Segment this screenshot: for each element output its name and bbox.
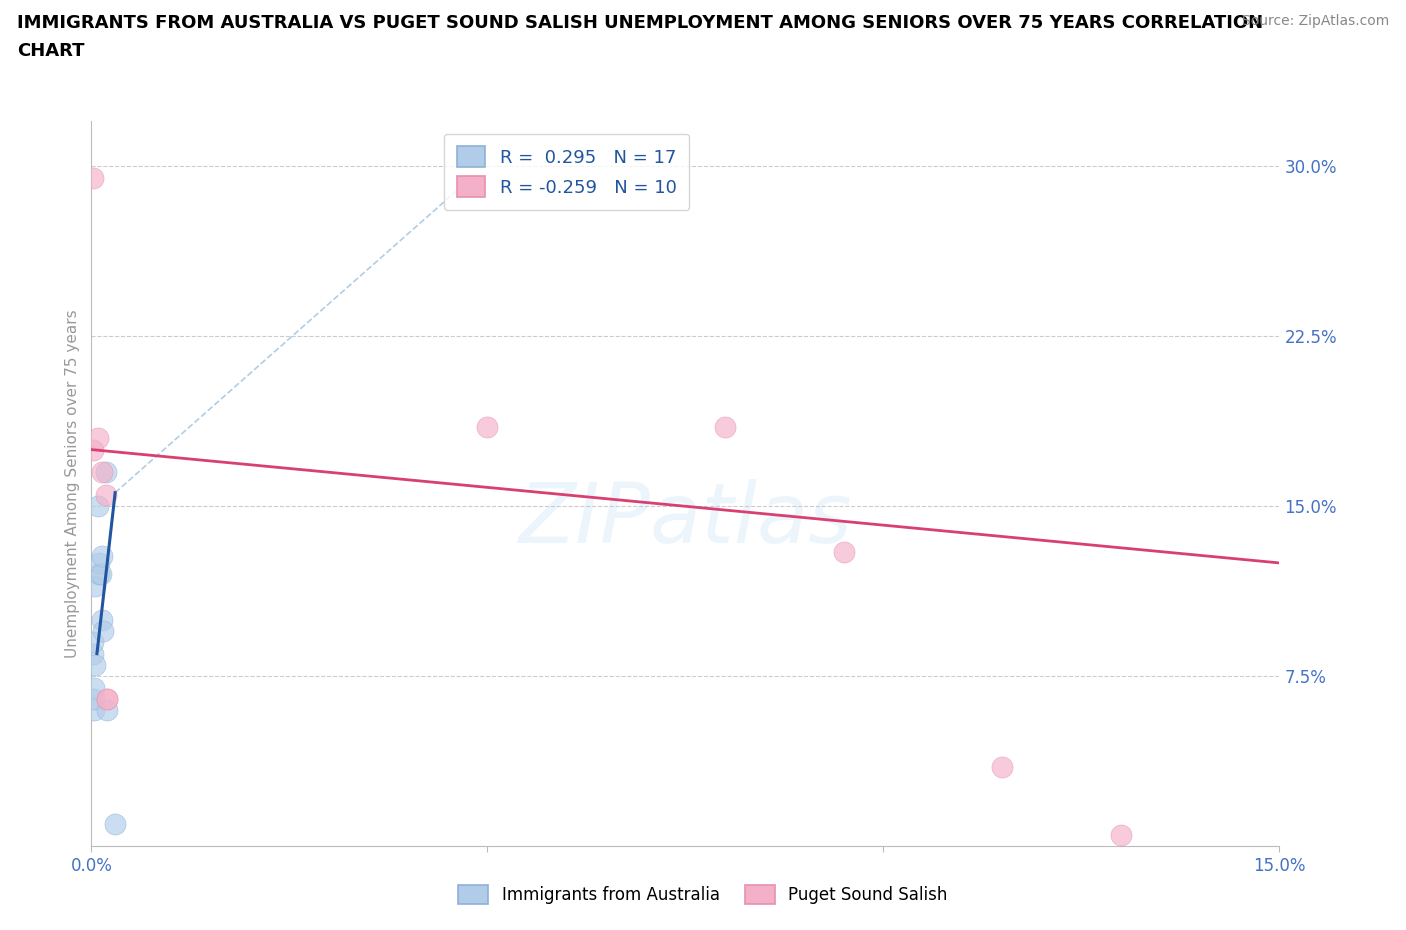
Point — [832, 544, 855, 559]
Point — [714, 419, 737, 434]
Legend: R =  0.295   N = 17, R = -0.259   N = 10: R = 0.295 N = 17, R = -0.259 N = 10 — [444, 134, 689, 209]
Point — [84, 658, 107, 672]
Point — [104, 817, 127, 831]
Point — [96, 692, 118, 707]
Point — [477, 419, 499, 434]
Point — [83, 703, 105, 718]
Point — [90, 612, 112, 627]
Text: ZIPatlas: ZIPatlas — [519, 479, 852, 561]
Point — [87, 431, 110, 445]
Y-axis label: Unemployment Among Seniors over 75 years: Unemployment Among Seniors over 75 years — [65, 310, 80, 658]
Point — [89, 567, 111, 582]
Point — [90, 567, 112, 582]
Point — [87, 498, 110, 513]
Point — [91, 623, 114, 638]
Point — [90, 465, 112, 480]
Point — [90, 549, 112, 564]
Point — [82, 170, 104, 185]
Point — [84, 578, 107, 593]
Point — [82, 442, 104, 457]
Point — [83, 680, 105, 695]
Text: IMMIGRANTS FROM AUSTRALIA VS PUGET SOUND SALISH UNEMPLOYMENT AMONG SENIORS OVER : IMMIGRANTS FROM AUSTRALIA VS PUGET SOUND… — [17, 14, 1263, 32]
Point — [96, 692, 118, 707]
Point — [94, 465, 117, 480]
Point — [83, 692, 105, 707]
Point — [96, 703, 118, 718]
Point — [82, 646, 104, 661]
Point — [82, 635, 104, 650]
Point — [89, 555, 111, 570]
Text: CHART: CHART — [17, 42, 84, 60]
Point — [1109, 828, 1132, 843]
Text: Source: ZipAtlas.com: Source: ZipAtlas.com — [1241, 14, 1389, 28]
Legend: Immigrants from Australia, Puget Sound Salish: Immigrants from Australia, Puget Sound S… — [451, 878, 955, 910]
Point — [94, 487, 117, 502]
Point — [991, 760, 1014, 775]
